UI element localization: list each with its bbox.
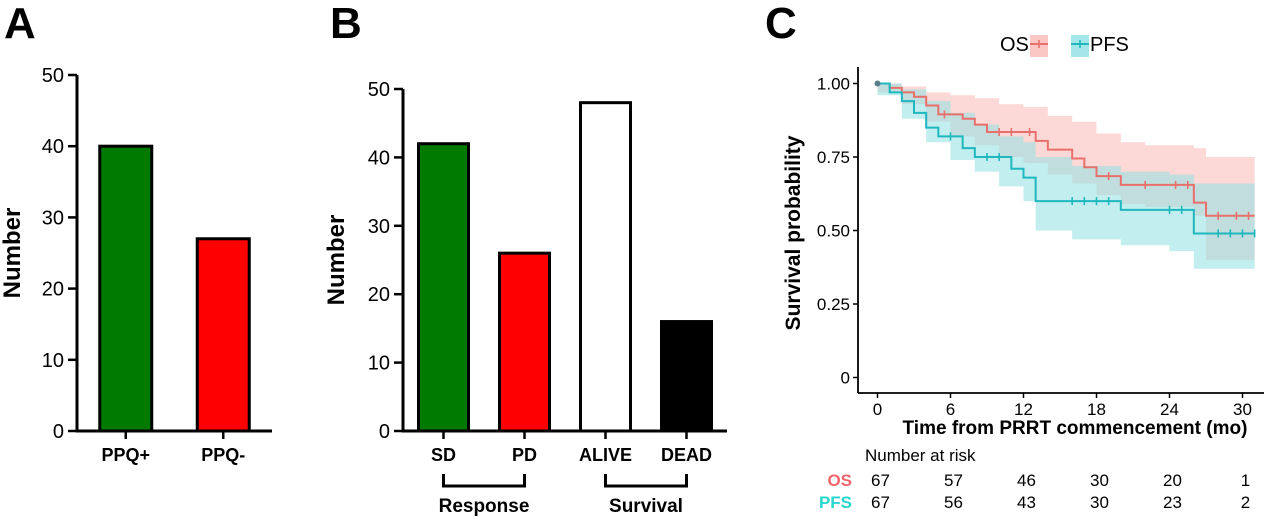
panel-a-category-label: PPQ- <box>201 445 245 465</box>
panel-c-x-tick-label: 12 <box>1014 400 1033 419</box>
panel-b-y-tick-label: 0 <box>379 421 390 443</box>
panel-c-xlabel: Time from PRRT commencement (mo) <box>903 418 1248 439</box>
panel-b-y-tick-label: 10 <box>368 353 390 375</box>
panel-c-y-tick-label: 0.75 <box>817 148 850 167</box>
survival-legend: OS PFS <box>1000 34 1129 57</box>
risk-value: 30 <box>1090 493 1109 512</box>
panel-b-ylabel: Number <box>323 215 350 306</box>
censor-marks <box>874 80 1256 238</box>
panel-b-bar-dead <box>660 320 713 433</box>
panel-a-bar-ppq <box>98 144 154 433</box>
panel-c-axes: 0 0.25 0.50 0.75 1.00 0 6 12 18 24 30 <box>817 67 1264 419</box>
panel-b-ylabel-group: Number <box>323 215 350 306</box>
panel-b-category-label: DEAD <box>661 445 712 465</box>
risk-value: 67 <box>871 471 890 490</box>
panel-b-group-brackets: Response Survival <box>439 474 688 517</box>
panel-a-letter: A <box>4 0 36 48</box>
response-group-label: Response <box>439 496 530 517</box>
survival-group-label: Survival <box>609 496 683 517</box>
panel-b-y-tick-label: 50 <box>368 79 390 101</box>
risk-table: OS 67 57 46 30 20 1 PFS 67 56 43 30 23 2 <box>819 471 1250 512</box>
panel-a-ylabel-group: Number <box>0 208 26 299</box>
legend-os-label: OS <box>1000 34 1029 56</box>
panel-a-y-tick-label: 40 <box>42 136 64 158</box>
risk-value: 23 <box>1163 493 1182 512</box>
risk-value: 67 <box>871 493 890 512</box>
panel-b-y-tick-label: 30 <box>368 216 390 238</box>
panel-c-x-tick-label: 6 <box>946 400 955 419</box>
panel-c-ylabel-group: Survival probability <box>782 135 805 330</box>
risk-table-title: Number at risk <box>865 446 976 465</box>
panel-c-x-tick-label: 30 <box>1233 400 1252 419</box>
risk-row-label-os: OS <box>827 471 852 490</box>
panel-b: B Number 0 10 20 30 40 50 SD PD ALIVE DEAD Respon… <box>323 0 727 517</box>
panel-b-category-label: ALIVE <box>579 445 632 465</box>
panel-a-y-tick-label: 0 <box>53 421 64 443</box>
panel-c-ylabel: Survival probability <box>782 135 805 330</box>
pfs-survival-curve <box>877 82 1255 235</box>
panel-a-y-tick-label: 20 <box>42 279 64 301</box>
panel-c-letter: C <box>765 0 797 48</box>
panel-a-ylabel: Number <box>0 208 26 299</box>
panel-c-x-tick-label: 24 <box>1160 400 1179 419</box>
panel-c-y-tick-label: 0.50 <box>817 222 850 241</box>
risk-value: 1 <box>1241 471 1250 490</box>
risk-value: 57 <box>944 471 963 490</box>
panel-a: A Number 0 10 20 30 40 50 PPQ+ PPQ- <box>0 0 272 465</box>
panel-b-bar-alive <box>579 101 632 433</box>
panel-b-bars <box>417 101 713 433</box>
panel-a-y-tick-label: 10 <box>42 350 64 372</box>
panel-b-y-tick-label: 20 <box>368 284 390 306</box>
start-point <box>874 80 881 87</box>
panel-c-x-tick-label: 0 <box>873 400 882 419</box>
panel-b-bar-pd <box>498 251 551 433</box>
panel-c-y-tick-label: 1.00 <box>817 75 850 94</box>
panel-c-y-tick-label: 0 <box>841 369 850 388</box>
response-bracket <box>442 474 526 488</box>
panel-b-bar-sd <box>417 142 470 433</box>
risk-value: 2 <box>1241 493 1250 512</box>
panel-a-bars <box>98 144 251 433</box>
panel-a-axes: 0 10 20 30 40 50 PPQ+ PPQ- <box>42 65 272 465</box>
risk-value: 20 <box>1163 471 1182 490</box>
panel-a-y-tick-label: 50 <box>42 65 64 87</box>
panel-c-y-tick-label: 0.25 <box>817 295 850 314</box>
panel-c-x-tick-label: 18 <box>1087 400 1106 419</box>
risk-value: 43 <box>1017 493 1036 512</box>
panel-a-y-tick-label: 30 <box>42 207 64 229</box>
legend-pfs-label: PFS <box>1090 34 1129 56</box>
panel-a-bar-ppq <box>195 237 251 433</box>
risk-value: 56 <box>944 493 963 512</box>
panel-b-y-tick-label: 40 <box>368 147 390 169</box>
risk-value: 46 <box>1017 471 1036 490</box>
panel-b-category-label: SD <box>431 445 456 465</box>
survival-bracket <box>604 474 688 488</box>
pfs-confidence-band <box>877 83 1255 269</box>
risk-value: 30 <box>1090 471 1109 490</box>
confidence-bands <box>877 83 1255 269</box>
panel-a-category-label: PPQ+ <box>101 445 150 465</box>
panel-b-letter: B <box>330 0 362 48</box>
panel-c: C OS PFS Survival probability 0 0.25 0.50 0.… <box>765 0 1264 512</box>
risk-row-label-pfs: PFS <box>819 493 852 512</box>
panel-b-category-label: PD <box>512 445 537 465</box>
